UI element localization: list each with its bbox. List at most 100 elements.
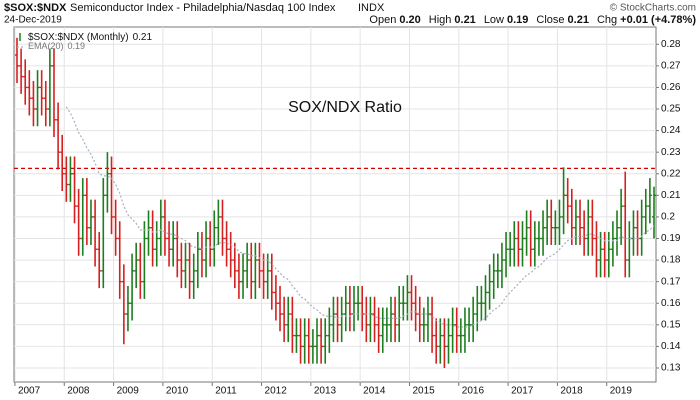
ohlc-bar xyxy=(462,307,467,353)
ohlc-bar xyxy=(93,199,98,267)
ohlc-bar xyxy=(430,296,435,353)
ohlc-bar xyxy=(191,253,196,299)
ohlc-bar xyxy=(594,221,599,278)
ohlc-bar xyxy=(121,264,126,345)
ohlc-bar xyxy=(524,210,529,256)
quote-label: High xyxy=(429,14,452,26)
ohlc-bar xyxy=(446,318,451,364)
ohlc-bar xyxy=(499,242,504,289)
y-tick-label: 0.19 xyxy=(661,233,681,244)
ohlc-bar xyxy=(343,285,348,332)
y-tick-label: 0.14 xyxy=(661,341,681,352)
ohlc-bar xyxy=(425,296,430,343)
ohlc-bar xyxy=(520,221,525,267)
symbol: $SOX:$NDX xyxy=(4,2,67,14)
quote: Open 0.20 High 0.21 Low 0.19 Close 0.21 Chg +0.01… xyxy=(369,14,696,26)
ohlc-bar xyxy=(557,199,562,245)
ohlc-bar xyxy=(146,210,151,256)
ohlc-bar xyxy=(97,232,102,289)
ohlc-bar xyxy=(331,296,336,343)
ema-line xyxy=(65,106,655,328)
x-tick-label: 2007 xyxy=(18,386,41,397)
ohlc-bar xyxy=(384,307,389,343)
legend-name: EMA(20) xyxy=(28,41,64,51)
x-tick-label: 2018 xyxy=(560,386,583,397)
ohlc-bar xyxy=(319,318,324,364)
ohlc-bar xyxy=(241,253,246,299)
plot-frame xyxy=(13,26,657,383)
ohlc-bar xyxy=(434,318,439,364)
ohlc-bar xyxy=(619,188,624,245)
ohlc-bar xyxy=(545,199,550,245)
ohlc-bar xyxy=(458,318,463,353)
legend-name: $SOX:$NDX (Monthly) xyxy=(28,32,129,43)
ohlc-bar xyxy=(610,221,615,267)
x-tick-label: 2010 xyxy=(166,386,189,397)
chart-title: SOX/NDX Ratio xyxy=(288,99,402,116)
ohlc-bar xyxy=(335,296,340,343)
ohlc-bar xyxy=(158,199,163,256)
quote-value: 0.21 xyxy=(454,14,475,26)
ohlc-bar xyxy=(376,307,381,353)
ohlc-bar xyxy=(84,178,89,245)
ohlc-bar xyxy=(578,199,583,245)
ohlc-bar xyxy=(561,167,566,235)
ohlc-bar xyxy=(306,318,311,364)
ohlc-bar xyxy=(639,199,644,256)
ohlc-bar xyxy=(167,221,172,267)
ohlc-bar xyxy=(261,253,266,299)
y-tick-label: 0.16 xyxy=(661,298,681,309)
plot-area xyxy=(14,27,656,382)
quote-value: +0.01 (+4.78%) xyxy=(620,14,696,26)
quote-label: Low xyxy=(484,14,504,26)
ohlc-bar xyxy=(516,221,521,267)
ohlc-bar xyxy=(31,80,36,127)
ohlc-bar xyxy=(154,221,159,267)
ohlc-bar xyxy=(138,242,143,299)
ohlc-bar xyxy=(35,70,40,127)
ohlc-bar xyxy=(483,275,488,321)
ohlc-bar xyxy=(467,307,472,343)
quote-label: Close xyxy=(536,14,564,26)
ohlc-bar xyxy=(294,318,299,353)
ohlc-bar xyxy=(245,242,250,289)
ohlc-bar xyxy=(43,80,48,127)
quote-value: 0.19 xyxy=(507,14,528,26)
ohlc-bar xyxy=(130,253,135,321)
x-tick-label: 2019 xyxy=(610,386,633,397)
ohlc-bar xyxy=(273,275,278,321)
ohlc-bar xyxy=(183,242,188,289)
ohlc-bar xyxy=(101,178,106,289)
ohlc-bar xyxy=(401,285,406,321)
ohlc-bar xyxy=(282,296,287,343)
ohlc-bar xyxy=(208,221,213,267)
x-tick-label: 2015 xyxy=(412,386,435,397)
ohlc-bar xyxy=(117,221,122,299)
ohlc-bar xyxy=(51,48,56,138)
ohlc-bar xyxy=(623,171,628,278)
source: © StockCharts.com xyxy=(610,3,696,14)
ohlc-bar xyxy=(23,59,28,105)
y-tick-label: 0.23 xyxy=(661,147,681,158)
ohlc-bar xyxy=(541,210,546,256)
x-tick-label: 2014 xyxy=(363,386,386,397)
ohlc-bar xyxy=(508,232,513,267)
ohlc-bar xyxy=(47,48,52,127)
ohlc-bar xyxy=(356,285,361,321)
ohlc-bar xyxy=(224,221,229,267)
ohlc-bar xyxy=(253,242,258,299)
ohlc-bar xyxy=(60,134,65,192)
ohlc-bar xyxy=(532,221,537,267)
x-tick-label: 2016 xyxy=(462,386,485,397)
ohlc-bar xyxy=(590,199,595,256)
ohlc-bar xyxy=(228,232,233,278)
y-tick-label: 0.26 xyxy=(661,82,681,93)
ohlc-bar xyxy=(88,199,93,245)
ohlc-bar xyxy=(150,210,155,267)
ohlc-bar xyxy=(504,232,509,278)
ohlc-bar xyxy=(236,253,241,299)
ohlc-bar xyxy=(109,156,114,235)
ohlc-bar xyxy=(327,307,332,353)
